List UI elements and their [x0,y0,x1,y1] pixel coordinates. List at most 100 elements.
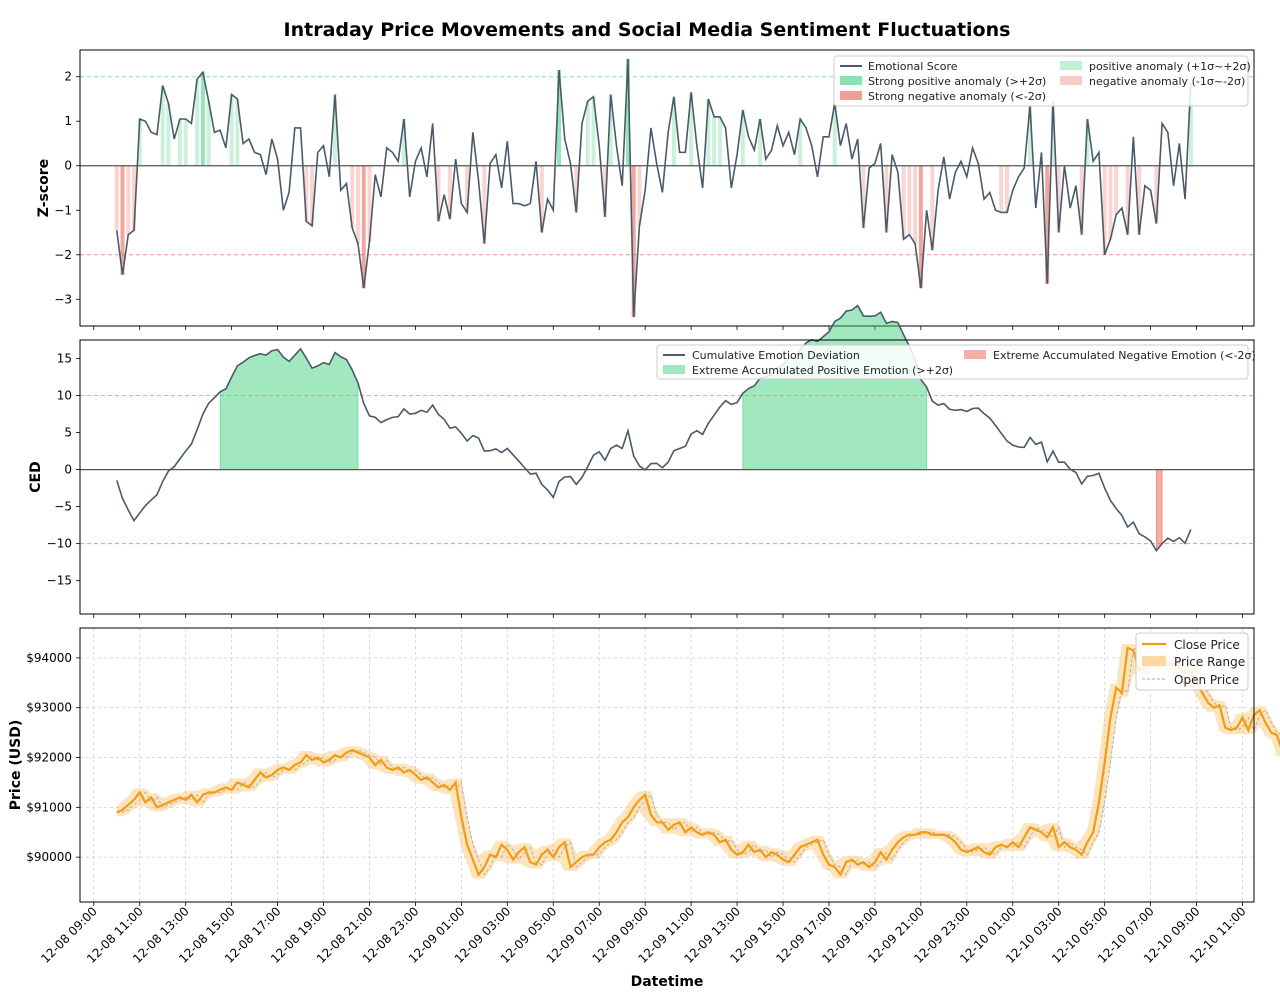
anomaly-bar [1005,165,1010,213]
anomaly-bar [712,116,717,166]
zscore-legend: Emotional Score Strong positive anomaly … [833,55,1251,107]
legend-range-swatch [1142,656,1166,666]
y-tick-label: −10 [47,537,72,551]
anomaly-bar [310,165,315,226]
price-frame [79,627,1255,903]
anomaly-bar [195,78,200,166]
anomaly-bar [1045,165,1050,284]
legend-pos-anomaly: positive anomaly (+1σ~+2σ) [1089,60,1251,73]
anomaly-bar [160,85,165,166]
y-tick-label: 1 [64,114,72,128]
anomaly-bar [671,96,676,166]
panel-ced: −15 −10 −5 0 5 10 15 CED Cumulative Emotion De… [28,304,1256,618]
extreme-negative-region [1155,469,1163,552]
y-tick-label: 0 [64,463,72,477]
anomaly-bar [235,98,240,166]
emotional-score-line [115,58,1192,318]
anomaly-bar [1154,165,1159,224]
anomaly-bar [1079,165,1084,235]
anomaly-bar [304,165,309,222]
zscore-plot-area [80,58,1254,318]
anomaly-bar [229,94,234,166]
anomaly-bar [832,103,837,166]
legend-range: Price Range [1174,655,1245,669]
anomaly-bar [200,72,205,166]
y-tick-label: 15 [57,352,72,366]
anomaly-bar [918,165,923,289]
anomaly-bar [602,165,607,217]
ced-ylabel: CED [28,461,44,492]
anomaly-bar [689,92,694,166]
legend-strong-pos: Strong positive anomaly (>+2σ) [868,75,1046,88]
anomaly-bar [706,98,711,166]
y-tick-label: −1 [54,203,72,217]
price-x-ticks [93,902,1243,906]
anomaly-bar [930,165,935,251]
anomaly-bar [1050,101,1055,166]
y-tick-label: $92000 [26,751,72,765]
price-ylabel: Price (USD) [8,720,24,811]
anomaly-bar [1137,165,1142,235]
legend-neg-anomaly: negative anomaly (-1σ~-2σ) [1089,75,1245,88]
y-tick-label: $91000 [26,800,72,814]
y-tick-label: $90000 [26,850,72,864]
price-legend: Close Price Price Range Open Price [1135,632,1249,691]
anomaly-bar [901,165,906,240]
panel-price: $90000 $91000 $92000 $93000 $94000 Price (US… [8,627,1280,990]
ced-y-ticks: −15 −10 −5 0 5 10 15 [47,352,80,588]
y-tick-label: 2 [64,70,72,84]
anomaly-bar [183,119,188,166]
anomaly-bar [1188,83,1193,166]
close-price-line [116,646,1280,877]
anomaly-bar [177,119,182,166]
anomaly-bar [637,165,642,226]
zscore-x-ticks [93,326,1243,330]
legend-strong-pos-swatch [840,76,862,85]
anomaly-bar [758,119,763,166]
legend-open: Open Price [1174,673,1239,687]
anomaly-bar [1056,165,1061,233]
legend-emotional-score: Emotional Score [868,60,958,73]
anomaly-bar [1108,165,1113,240]
anomaly-bar [1114,165,1119,215]
anomaly-bar [361,165,366,289]
anomaly-bar [1102,165,1107,255]
ced-line [115,304,1192,553]
price-legend-box [1135,632,1249,691]
anomaly-bar [913,165,918,244]
anomaly-bar [206,101,211,166]
anomaly-bar [1085,119,1090,166]
anomaly-bar [367,165,372,242]
anomaly-bar [166,103,171,166]
anomaly-bar [557,70,562,166]
ced-frame [79,339,1255,615]
legend-ced-neg-swatch [964,350,986,359]
legend-strong-neg-swatch [840,91,862,100]
y-tick-label: 0 [64,159,72,173]
legend-neg-anomaly-swatch [1060,76,1082,85]
y-tick-label: $93000 [26,701,72,715]
legend-strong-neg: Strong negative anomaly (<-2σ) [868,90,1046,103]
anomaly-bar [884,165,889,233]
panel-zscore: −3 −2 −1 0 1 2 Z-score Emotional Score Strong… [36,49,1255,330]
anomaly-bar [740,110,745,166]
anomaly-bar [585,101,590,166]
anomaly-bar [574,165,579,213]
y-tick-label: −15 [47,574,72,588]
y-tick-label: 10 [57,389,72,403]
anomaly-bar [1125,165,1130,235]
y-tick-label: −3 [54,292,72,306]
anomaly-bar [907,165,912,235]
legend-pos-anomaly-swatch [1060,61,1082,70]
zscore-ylabel: Z-score [36,159,52,217]
anomaly-bar [355,165,361,244]
anomaly-bar [465,165,470,213]
anomaly-bar [333,94,338,166]
anomaly-bar [539,165,544,233]
zscore-y-ticks: −3 −2 −1 0 1 2 [54,70,80,306]
anomaly-bar [436,165,441,222]
anomaly-bar [482,165,487,244]
anomaly-bar [625,58,630,166]
anomaly-bar [137,119,142,166]
